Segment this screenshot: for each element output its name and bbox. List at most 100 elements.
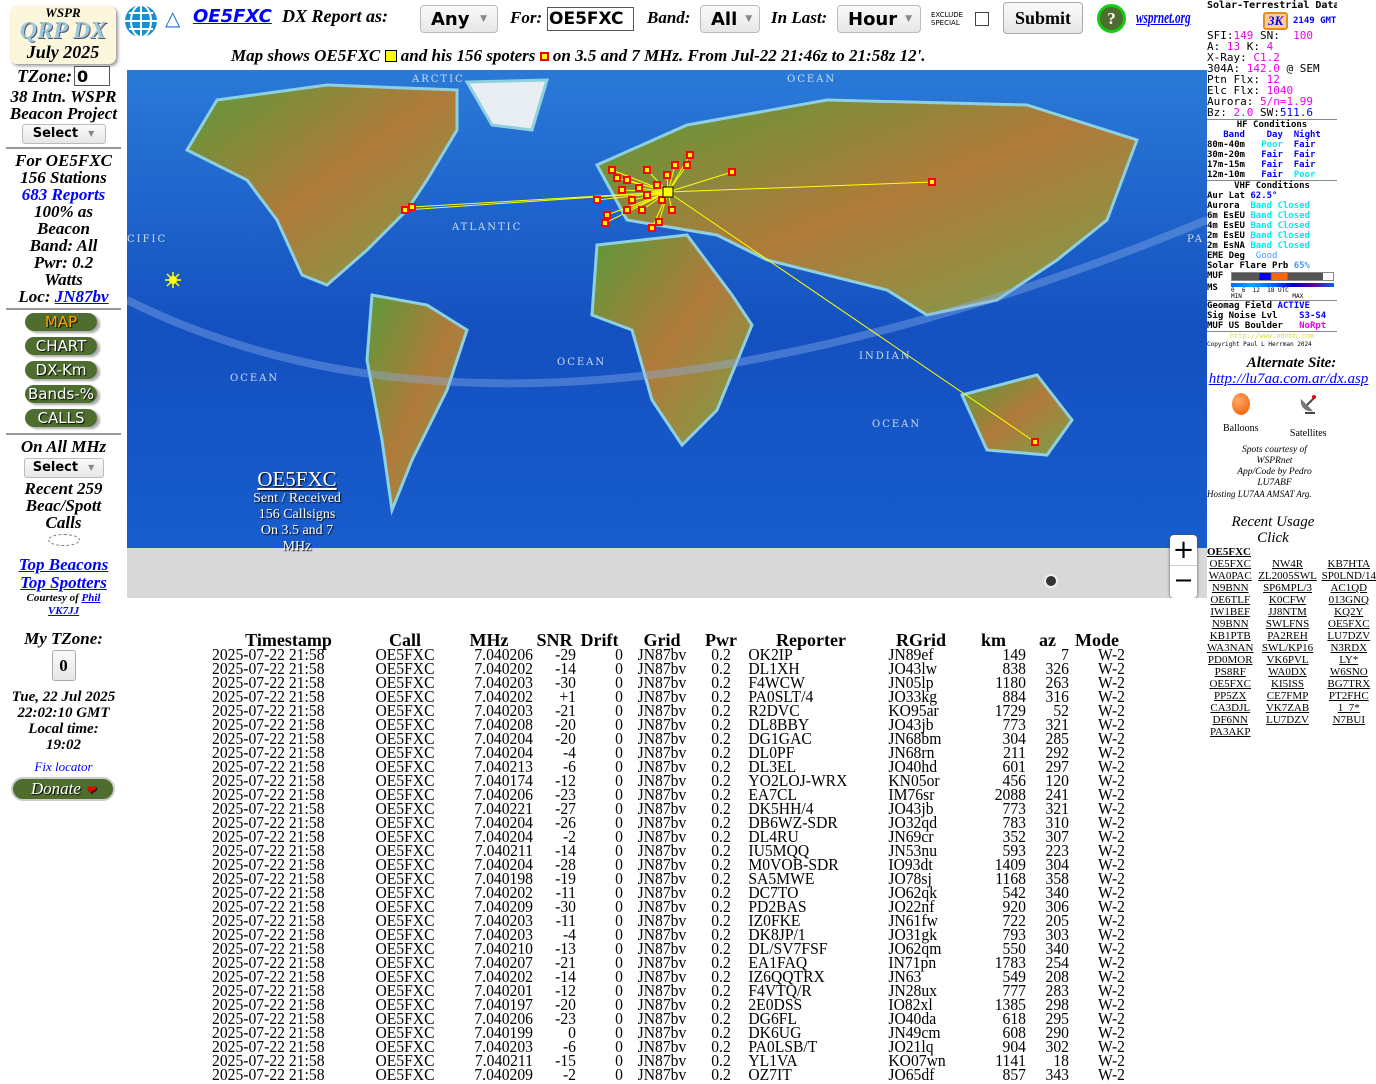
recent-call-link[interactable]: PP5ZX — [1214, 690, 1247, 702]
fix-locator-link[interactable]: Fix locator — [34, 759, 93, 774]
cell-reporter[interactable]: F4WCW — [748, 673, 805, 692]
cell-reporter[interactable]: OZ7IT — [748, 1065, 792, 1084]
spotter-marker[interactable] — [608, 166, 616, 174]
cell-reporter[interactable]: IZ6QQTRX — [748, 967, 825, 986]
cell-reporter[interactable]: PA0SLT/4 — [748, 687, 814, 706]
recent-call-link[interactable]: SP6MPL/3 — [1263, 582, 1312, 594]
spotter-marker[interactable] — [593, 196, 601, 204]
cell-reporter[interactable]: DL4RU — [748, 827, 799, 846]
spotter-marker[interactable] — [638, 206, 646, 214]
tzone-input[interactable] — [73, 66, 110, 86]
cell-reporter[interactable]: DK6UG — [748, 1023, 802, 1042]
cell-reporter[interactable]: EA7CL — [748, 785, 798, 804]
speech-bubble-icon[interactable] — [47, 534, 80, 546]
wspr-qrp-dx-logo[interactable]: WSPR QRP DX July 2025 — [10, 6, 116, 64]
spotter-marker[interactable] — [408, 203, 416, 211]
spotter-marker[interactable] — [643, 191, 651, 199]
cell-reporter[interactable]: M0VOB-SDR — [748, 855, 839, 874]
zoom-out-button[interactable]: − — [1173, 566, 1194, 594]
cell-reporter[interactable]: DL0PF — [748, 743, 795, 762]
calls-button[interactable]: CALLS — [25, 409, 97, 427]
spotter-marker[interactable] — [1031, 438, 1039, 446]
recent-call-link[interactable]: SWL/KP16 — [1261, 642, 1314, 654]
satellite-dish-icon[interactable] — [1297, 393, 1319, 415]
recent-call-link[interactable]: OE5FXC — [1328, 618, 1370, 630]
cell-reporter[interactable]: DG1GAC — [748, 729, 812, 748]
column-header-mode[interactable]: Mode — [1075, 630, 1119, 650]
recent-call-link[interactable]: PA3AKP — [1209, 726, 1251, 738]
spotter-marker[interactable] — [686, 151, 694, 159]
recent-call-link[interactable]: KI5ISS — [1271, 678, 1305, 690]
recent-call-link[interactable]: CA3DJL — [1210, 702, 1251, 714]
cell-reporter[interactable]: YL1VA — [748, 1051, 798, 1070]
cell-reporter[interactable]: PA0LSB/T — [748, 1037, 818, 1056]
recent-call-link[interactable]: LY* — [1339, 654, 1359, 666]
spotter-marker[interactable] — [658, 196, 666, 204]
cell-reporter[interactable]: F4VTQ/R — [748, 981, 812, 1000]
recent-call-link[interactable]: N3RDX — [1330, 642, 1368, 654]
spotter-marker[interactable] — [668, 206, 676, 214]
map-attribution-icon[interactable] — [1044, 574, 1058, 588]
recent-call-link[interactable]: W6SNO — [1329, 666, 1368, 678]
home-station-marker[interactable] — [662, 186, 674, 198]
column-header-call[interactable]: Call — [388, 630, 421, 650]
recent-call-link[interactable]: PS8RF — [1214, 666, 1246, 678]
spotter-marker[interactable] — [683, 161, 691, 169]
balloon-icon[interactable] — [1231, 393, 1250, 415]
column-header-reporter[interactable]: Reporter — [776, 630, 846, 650]
spotter-marker[interactable] — [928, 178, 936, 186]
spotter-marker[interactable] — [623, 176, 631, 184]
recent-call-link[interactable]: LU7DZV — [1266, 714, 1309, 726]
cell-reporter[interactable]: OK2IP — [748, 645, 793, 664]
top-beacons-link[interactable]: Top Beacons — [18, 555, 109, 574]
recent-call-link[interactable]: N9BNN — [1211, 618, 1249, 630]
map-button[interactable]: MAP — [25, 313, 97, 331]
spotter-marker[interactable] — [635, 184, 643, 192]
recent-call-link[interactable]: KQ2Y — [1334, 606, 1364, 618]
reports-link[interactable]: 683 Reports — [21, 185, 106, 204]
spotter-marker[interactable] — [628, 196, 636, 204]
spotter-marker[interactable] — [601, 219, 609, 227]
dx-km-button[interactable]: DX-Km — [25, 361, 97, 379]
cell-reporter[interactable]: DB6WZ-SDR — [748, 813, 838, 832]
recent-call-link[interactable]: OE5FXC — [1209, 558, 1251, 570]
locator-link[interactable]: JN87bv — [54, 287, 109, 306]
chart-button[interactable]: CHART — [25, 337, 97, 355]
column-header-az[interactable]: az — [1039, 630, 1056, 650]
solar-terrestrial-widget[interactable]: Solar-Terrestrial Data 3K 2149 GMT SFI:14… — [1207, 0, 1337, 349]
recent-call-link[interactable]: ZL2005SWL — [1258, 570, 1317, 582]
recent-call-link[interactable]: KB1PTB — [1209, 630, 1251, 642]
recent-call-link[interactable]: WA0PAC — [1208, 570, 1252, 582]
recent-call-link[interactable]: K0CFW — [1268, 594, 1307, 606]
cell-reporter[interactable]: DL3EL — [748, 757, 797, 776]
callsign-input[interactable] — [547, 7, 634, 31]
phil-vk7jj-link[interactable]: Phil VK7JJ — [47, 592, 101, 617]
triangle-icon[interactable]: △ — [165, 8, 181, 30]
spotter-marker[interactable] — [401, 206, 409, 214]
top-spotters-link[interactable]: Top Spotters — [20, 573, 107, 592]
spotter-marker[interactable] — [623, 206, 631, 214]
spotter-marker[interactable] — [613, 174, 621, 182]
recent-call-link[interactable]: OE5FXC — [1209, 678, 1251, 690]
recent-call-link[interactable]: WA3NAN — [1207, 642, 1254, 654]
column-header-snr[interactable]: SNR — [536, 630, 573, 650]
recent-call-link[interactable]: OE6TLF — [1210, 594, 1251, 606]
balloons-link[interactable]: Balloons — [1211, 393, 1271, 440]
n0nbh-url[interactable]: http://www.n0nbh.com — [1207, 331, 1337, 341]
column-header-drift[interactable]: Drift — [580, 630, 619, 650]
cell-reporter[interactable]: DK8JP/1 — [748, 925, 806, 944]
spotter-marker[interactable] — [653, 181, 661, 189]
spotter-marker[interactable] — [618, 186, 626, 194]
help-icon[interactable]: ? — [1097, 4, 1126, 33]
column-header-mhz[interactable]: MHz — [469, 630, 509, 650]
globe-icon[interactable] — [121, 1, 161, 41]
spotter-marker[interactable] — [603, 211, 611, 219]
spotter-marker[interactable] — [648, 224, 656, 232]
zoom-in-button[interactable]: + — [1170, 535, 1197, 566]
recent-call-link[interactable]: SP0LND/14 — [1321, 570, 1376, 582]
cell-reporter[interactable]: DC7TO — [748, 883, 799, 902]
spotter-marker[interactable] — [643, 166, 651, 174]
column-header-rgrid[interactable]: RGrid — [895, 630, 946, 650]
cell-reporter[interactable]: IU5MQQ — [748, 841, 810, 860]
recent-call-link[interactable]: JJ8NTM — [1268, 606, 1307, 618]
